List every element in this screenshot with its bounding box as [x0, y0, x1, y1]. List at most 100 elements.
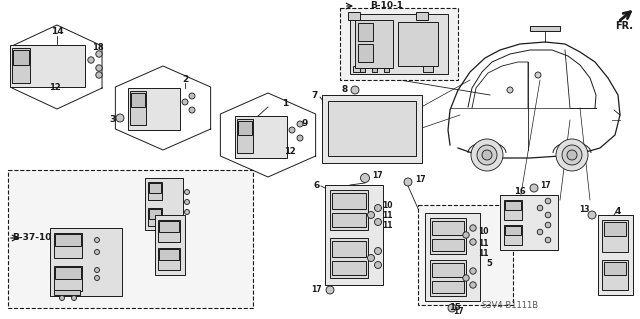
Bar [358, 23, 373, 41]
Bar [54, 290, 80, 295]
Bar [340, 8, 458, 80]
Circle shape [182, 99, 188, 105]
Bar [54, 233, 82, 258]
Circle shape [72, 295, 77, 300]
Bar [530, 26, 560, 31]
Bar [602, 260, 628, 290]
Text: 11: 11 [382, 211, 392, 219]
Bar [328, 101, 416, 156]
Text: 14: 14 [51, 27, 63, 36]
Text: 17: 17 [372, 172, 383, 181]
Text: 5: 5 [486, 259, 492, 269]
Circle shape [184, 189, 189, 195]
Circle shape [556, 139, 588, 171]
Circle shape [95, 249, 99, 255]
Text: 2: 2 [182, 76, 188, 85]
Bar [155, 215, 185, 275]
Bar [505, 226, 521, 235]
Bar [425, 213, 480, 301]
Bar [416, 12, 428, 20]
Circle shape [588, 211, 596, 219]
Circle shape [470, 268, 476, 274]
Circle shape [96, 51, 102, 57]
Circle shape [374, 262, 381, 269]
Circle shape [289, 127, 295, 133]
Bar [145, 178, 183, 230]
Bar [360, 68, 365, 72]
Bar [13, 50, 29, 65]
Circle shape [189, 93, 195, 99]
Bar [430, 260, 466, 296]
Circle shape [470, 225, 476, 231]
Circle shape [463, 275, 469, 281]
Text: S3V4-B1111B: S3V4-B1111B [481, 300, 539, 309]
Text: 9: 9 [302, 118, 308, 128]
Bar [350, 14, 448, 74]
Circle shape [463, 232, 469, 238]
Bar [432, 221, 464, 235]
Bar [149, 209, 161, 219]
Circle shape [374, 219, 381, 226]
Circle shape [116, 114, 124, 122]
Text: 17: 17 [312, 286, 322, 294]
Bar [604, 222, 626, 236]
Bar [235, 116, 287, 158]
Circle shape [567, 150, 577, 160]
Text: 17: 17 [415, 175, 426, 184]
Text: 13: 13 [579, 205, 590, 214]
Text: 6: 6 [314, 182, 320, 190]
Bar [372, 68, 377, 72]
Circle shape [367, 255, 374, 262]
Circle shape [189, 107, 195, 113]
Circle shape [96, 72, 102, 78]
Bar [159, 221, 179, 232]
Text: 1: 1 [282, 100, 288, 108]
Circle shape [537, 205, 543, 211]
Circle shape [545, 237, 551, 243]
Bar [432, 239, 464, 251]
Circle shape [482, 150, 492, 160]
Text: 18: 18 [92, 43, 104, 53]
Circle shape [470, 282, 476, 288]
Circle shape [535, 72, 541, 78]
Bar [504, 200, 522, 220]
Bar [50, 228, 122, 296]
Circle shape [184, 210, 189, 214]
Circle shape [60, 295, 65, 300]
Text: B-37-10: B-37-10 [12, 234, 51, 242]
Circle shape [545, 198, 551, 204]
Circle shape [96, 65, 102, 71]
Bar [353, 66, 363, 72]
Text: 11: 11 [382, 220, 392, 229]
Bar [8, 170, 253, 308]
Circle shape [448, 304, 456, 312]
Circle shape [530, 184, 538, 192]
Bar [148, 182, 162, 200]
Bar [430, 218, 466, 254]
Text: FR.: FR. [615, 21, 633, 31]
Circle shape [545, 222, 551, 228]
Circle shape [367, 211, 374, 219]
Circle shape [374, 248, 381, 255]
Circle shape [404, 178, 412, 186]
Circle shape [351, 86, 359, 94]
Text: B-10-1: B-10-1 [370, 2, 403, 11]
Bar [322, 95, 422, 163]
Circle shape [562, 145, 582, 165]
Circle shape [360, 174, 369, 182]
Bar [158, 220, 180, 242]
Circle shape [95, 276, 99, 280]
Bar [500, 195, 558, 250]
Text: 4: 4 [615, 207, 621, 217]
Bar [330, 238, 368, 278]
Bar [238, 121, 252, 135]
Text: 12: 12 [284, 147, 296, 157]
Circle shape [88, 57, 94, 63]
Text: 10: 10 [382, 201, 392, 210]
Circle shape [95, 268, 99, 272]
Bar [332, 261, 366, 275]
Circle shape [507, 87, 513, 93]
Text: 3: 3 [110, 115, 116, 124]
Bar [10, 45, 85, 87]
Text: 16: 16 [514, 188, 526, 197]
